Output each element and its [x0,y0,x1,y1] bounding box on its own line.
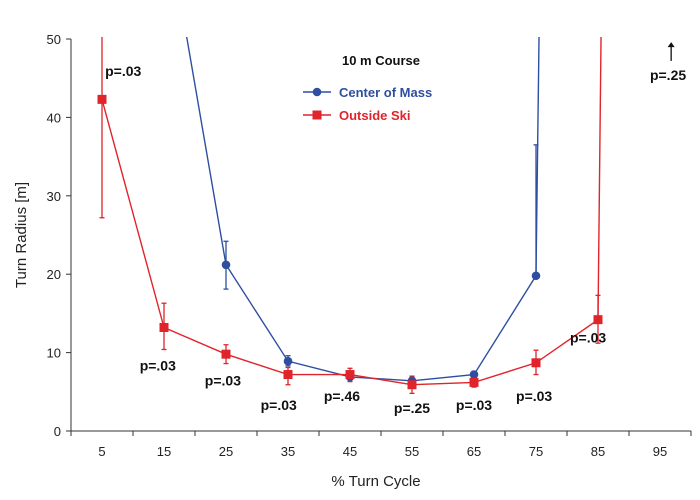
x-tick-label: 85 [591,444,605,459]
x-tick-label: 5 [98,444,105,459]
data-point [531,358,541,368]
x-axis-label: % Turn Cycle [331,473,420,490]
p-value-annotation: p=.03 [570,329,606,345]
p-value-annotation: p=.03 [516,388,552,404]
x-tick-label: 95 [653,444,667,459]
data-point [221,260,231,270]
legend-marker [312,87,322,97]
y-tick-label: 40 [47,110,61,125]
data-point [283,356,293,366]
p-value-annotation: p=.03 [205,373,241,389]
x-tick-label: 15 [157,444,171,459]
data-point [159,323,169,333]
x-tick-label: 25 [219,444,233,459]
p-value-annotation: p=.25 [394,400,430,416]
x-tick-label: 75 [529,444,543,459]
legend-label-center-of-mass: Center of Mass [339,85,432,100]
data-point [469,377,479,387]
p-value-annotation: p=.46 [324,388,360,404]
p-value-annotation: p=.03 [456,397,492,413]
p-value-annotation: p=.03 [261,397,297,413]
x-tick-label: 35 [281,444,295,459]
up-arrow-head-icon [667,42,675,48]
data-point [407,380,417,390]
x-tick-label: 65 [467,444,481,459]
y-tick-label: 0 [54,424,61,439]
y-axis-label: Turn Radius [m] [13,182,30,288]
y-tick-label: 50 [47,32,61,47]
legend-label-outside-ski: Outside Ski [339,108,411,123]
x-tick-label: 45 [343,444,357,459]
y-tick-label: 10 [47,346,61,361]
y-tick-label: 30 [47,189,61,204]
series-line-outside-ski [101,37,602,386]
x-tick-label: 55 [405,444,419,459]
data-point [531,271,541,281]
data-point [221,349,231,359]
y-tick-label: 20 [47,267,61,282]
data-point [593,315,603,325]
chart-title: 10 m Course [342,53,420,68]
series-line-center-of-mass [185,37,540,382]
data-point [283,370,293,380]
data-point [469,370,479,379]
data-point [97,94,107,104]
p-value-annotation: p=.03 [105,63,141,79]
data-point [345,370,355,380]
p-value-annotation: p=.25 [650,67,686,83]
p-value-annotation: p=.03 [140,358,176,374]
legend-marker [312,110,322,120]
